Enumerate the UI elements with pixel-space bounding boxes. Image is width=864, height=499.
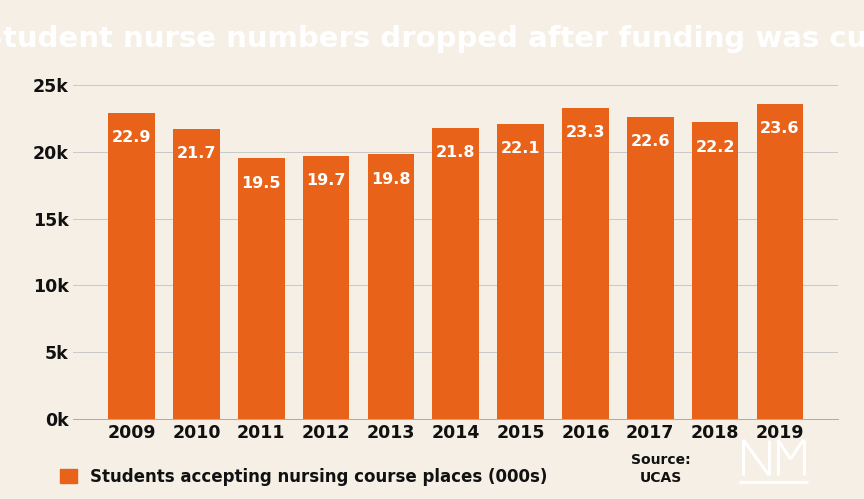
Text: 19.8: 19.8 bbox=[372, 172, 410, 187]
Text: 23.6: 23.6 bbox=[760, 121, 800, 136]
Text: 21.8: 21.8 bbox=[436, 145, 475, 160]
Text: 22.1: 22.1 bbox=[501, 141, 540, 156]
Text: Student nurse numbers dropped after funding was cut: Student nurse numbers dropped after fund… bbox=[0, 24, 864, 53]
Text: 19.5: 19.5 bbox=[241, 176, 281, 191]
Bar bbox=[108, 113, 155, 419]
Text: 22.9: 22.9 bbox=[111, 130, 151, 145]
Text: 22.6: 22.6 bbox=[631, 134, 670, 149]
Text: 21.7: 21.7 bbox=[176, 146, 216, 161]
Bar bbox=[238, 158, 284, 419]
Bar bbox=[302, 156, 349, 419]
Bar bbox=[367, 154, 414, 419]
Bar bbox=[627, 117, 674, 419]
Bar bbox=[692, 122, 739, 419]
Text: 19.7: 19.7 bbox=[307, 173, 346, 188]
Bar bbox=[173, 129, 219, 419]
Text: 22.2: 22.2 bbox=[696, 140, 735, 155]
Bar bbox=[562, 108, 609, 419]
Text: 23.3: 23.3 bbox=[566, 125, 605, 140]
Bar bbox=[432, 128, 480, 419]
Legend: Students accepting nursing course places (000s): Students accepting nursing course places… bbox=[60, 468, 548, 486]
Bar bbox=[757, 104, 804, 419]
Text: Source:
UCAS: Source: UCAS bbox=[631, 453, 691, 485]
Bar bbox=[498, 124, 544, 419]
